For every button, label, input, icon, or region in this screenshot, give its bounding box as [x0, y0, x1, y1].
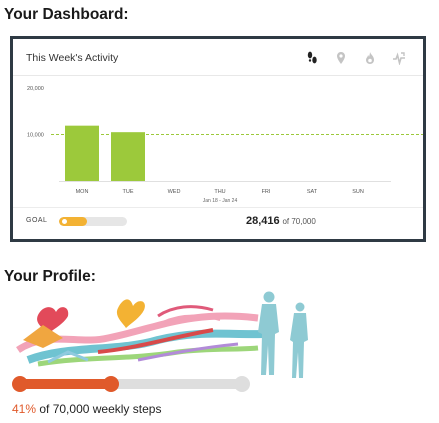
profile-title: Your Profile: — [4, 268, 96, 285]
goal-progress-fill — [59, 217, 87, 226]
x-tick-label: THU — [214, 189, 225, 195]
goal-progress-knob — [62, 219, 67, 224]
footsteps-icon[interactable] — [302, 49, 322, 67]
metric-tabs — [302, 49, 409, 67]
activity-title: This Week's Activity — [26, 52, 119, 64]
steps-goal-text: of 70,000 — [282, 217, 316, 226]
activity-panel: This Week's Activity 20,000 10,000 MON TUE W… — [10, 36, 426, 242]
y-tick-label: 20,000 — [27, 86, 44, 92]
profile-progress-start-knob — [12, 376, 28, 392]
x-tick-label: FRI — [262, 189, 271, 195]
walking-figures-illustration — [258, 291, 308, 378]
steps-value: 28,416 — [246, 215, 280, 227]
y-tick-label: 10,000 — [27, 133, 44, 139]
heart-rate-icon[interactable] — [389, 49, 409, 67]
weekly-activity-chart: 20,000 10,000 MON TUE WED THU FRI SAT SUN Jan 18 … — [27, 86, 423, 204]
flame-icon[interactable] — [360, 49, 380, 67]
x-tick-label: MON — [76, 189, 89, 195]
profile-progress-bar — [12, 376, 250, 392]
percent-suffix: of 70,000 weekly steps — [36, 402, 162, 416]
goal-progress-bar — [59, 217, 127, 226]
bar-mon — [65, 125, 99, 181]
profile-progress-end-knob — [234, 376, 250, 392]
x-tick-label: SAT — [307, 189, 318, 195]
x-tick-label: WED — [168, 189, 181, 195]
goal-label: GOAL — [26, 217, 48, 224]
x-tick-label: TUE — [123, 189, 134, 195]
profile-journey-illustration — [16, 299, 264, 367]
weekly-steps-percent: 41% of 70,000 weekly steps — [12, 402, 161, 416]
x-tick-label: SUN — [352, 189, 364, 195]
steps-summary: 28,416 of 70,000 — [246, 215, 316, 227]
location-pin-icon[interactable] — [331, 49, 351, 67]
goal-row: GOAL 28,416 of 70,000 — [13, 207, 423, 238]
panel-header: This Week's Activity — [13, 39, 423, 76]
dashboard-title: Your Dashboard: — [4, 6, 129, 23]
percent-value: 41% — [12, 402, 37, 416]
bar-tue — [111, 132, 145, 181]
date-range-label: Jan 18 - Jan 24 — [203, 198, 238, 204]
profile-progress-knob — [103, 376, 120, 392]
